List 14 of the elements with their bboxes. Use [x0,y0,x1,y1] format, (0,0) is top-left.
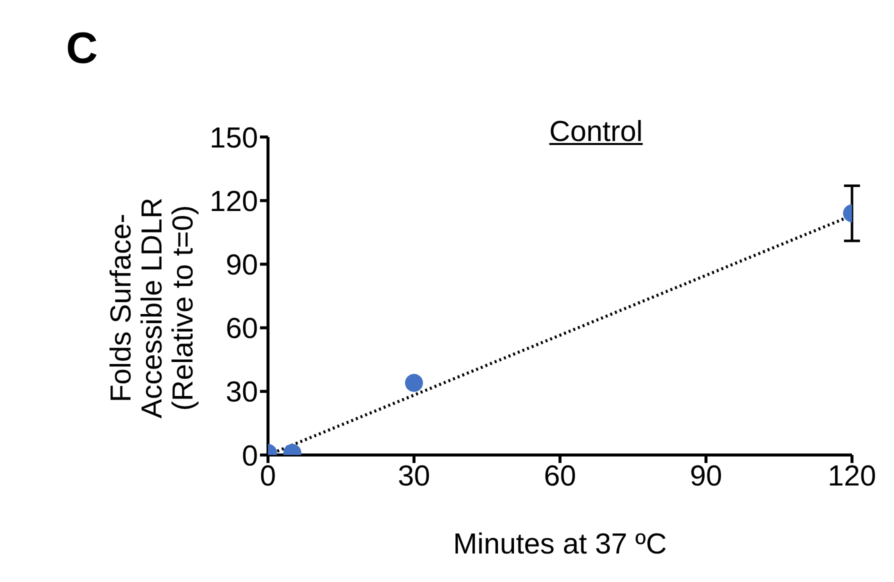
y-tick-label: 150 [210,122,258,154]
x-tick-label: 30 [398,460,430,493]
chart-title: Control [548,116,644,149]
y-tick-label: 0 [242,440,258,472]
y-axis-title: Folds Surface- Accessible LDLR (Relative to t=0) [106,198,200,418]
y-tick-label: 90 [226,249,258,282]
x-axis-title: Minutes at 37 ºC [453,528,667,561]
text: C [66,24,98,74]
y-tick-label: 30 [226,376,258,409]
y-tick-label: 60 [226,313,258,346]
x-tick-label: 90 [690,460,722,493]
x-tick-label: 60 [544,460,576,493]
y-tick-label: 120 [210,186,258,218]
x-tick-label: 120 [828,460,876,493]
